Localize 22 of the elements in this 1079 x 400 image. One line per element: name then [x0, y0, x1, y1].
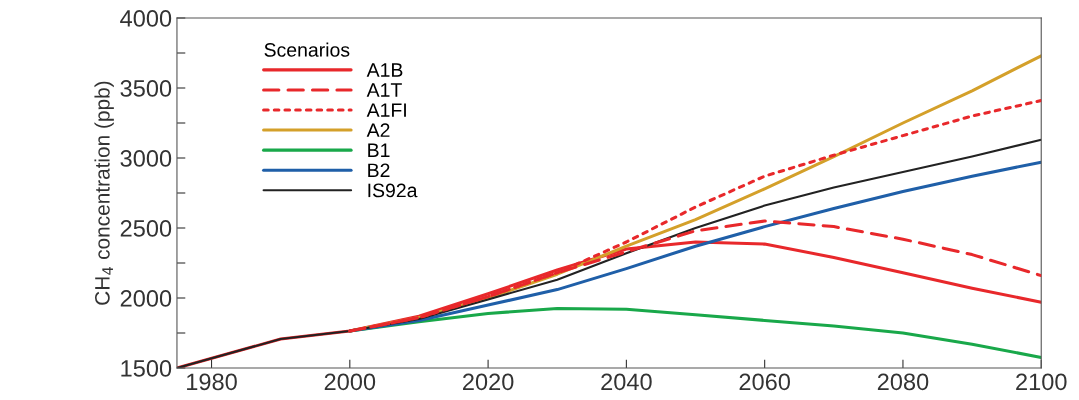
y-tick-label: 2000 — [120, 290, 172, 307]
legend-label: A1FI — [366, 103, 406, 117]
x-tick-label: 2060 — [739, 373, 791, 391]
x-tick-label: 1980 — [187, 373, 237, 391]
legend-label: B1 — [368, 143, 390, 157]
y-tick-label: 1500 — [121, 360, 172, 377]
x-tick-label: 2000 — [324, 373, 376, 391]
x-tick-label: 2080 — [877, 373, 929, 391]
x-tick-label: 2020 — [463, 373, 514, 391]
legend-label: A1T — [366, 83, 402, 97]
x-tick-label: 2040 — [601, 373, 652, 391]
y-tick-label: 3500 — [120, 80, 172, 97]
y-axis-title: CH$_{4}$ concentration (ppb) — [94, 81, 114, 305]
y-tick-label: 3000 — [120, 150, 172, 167]
y-tick-label: 2500 — [120, 220, 172, 237]
legend-label: A2 — [366, 123, 390, 137]
y-tick-label: 4000 — [120, 10, 172, 27]
x-tick-label: 2100 — [1016, 373, 1067, 391]
legend-label: B2 — [368, 163, 390, 178]
legend-label: IS92a — [368, 183, 418, 198]
legend-label: A1B — [366, 63, 403, 77]
legend-title: Scenarios — [264, 42, 350, 57]
